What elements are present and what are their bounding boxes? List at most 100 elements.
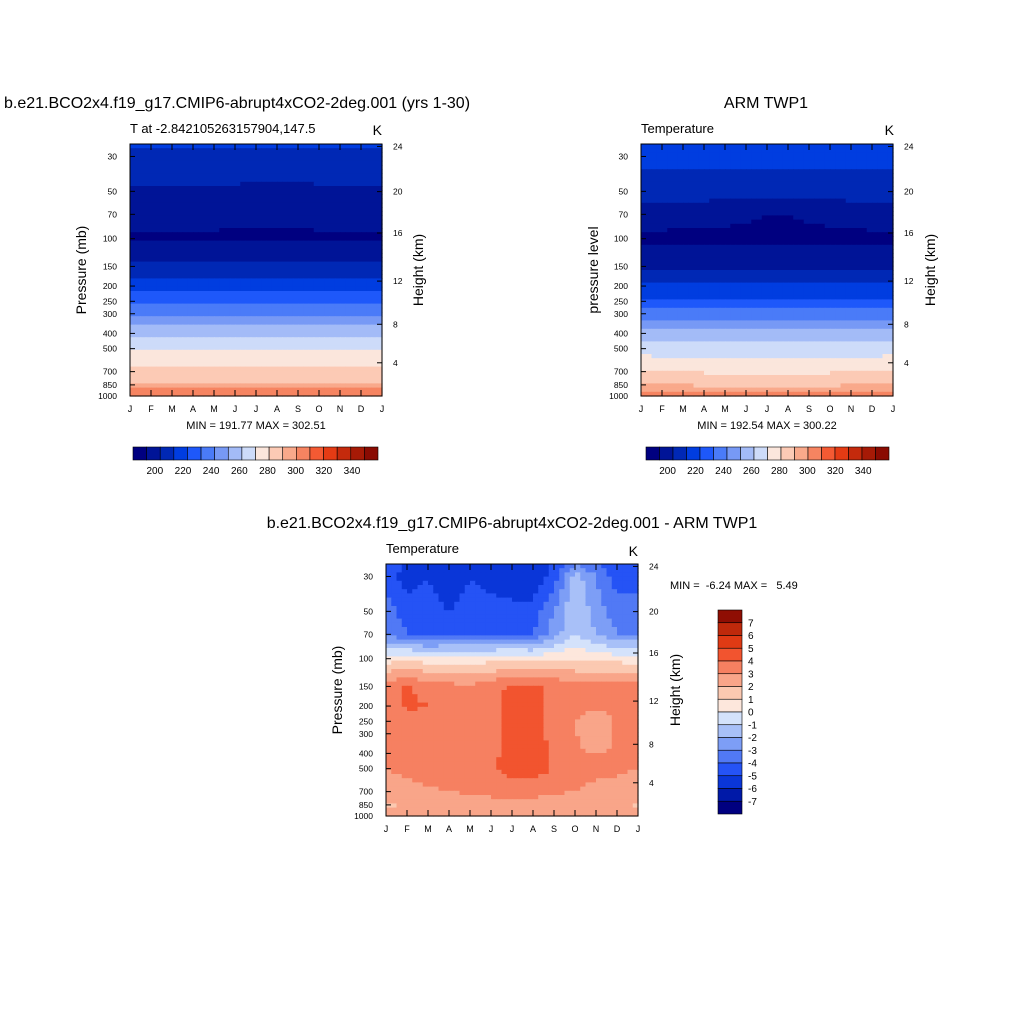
field-cell <box>820 207 826 212</box>
field-cell <box>235 371 241 376</box>
field-cell <box>730 316 736 321</box>
field-cell <box>741 203 747 208</box>
field-cell <box>277 358 283 363</box>
field-cell <box>725 173 731 178</box>
field-cell <box>783 266 789 271</box>
field-cell <box>330 325 336 330</box>
field-cell <box>135 354 141 359</box>
field-cell <box>673 295 679 300</box>
field-cell <box>198 165 204 170</box>
field-cell <box>251 194 257 199</box>
field-cell <box>867 186 873 191</box>
field-cell <box>715 299 721 304</box>
field-cell <box>188 287 194 292</box>
field-cell <box>652 287 658 292</box>
field-cell <box>772 316 778 321</box>
field-cell <box>209 341 215 346</box>
field-cell <box>793 228 799 233</box>
field-cell <box>762 262 768 267</box>
field-cell <box>793 316 799 321</box>
field-cell <box>361 148 367 153</box>
field-cell <box>340 266 346 271</box>
field-cell <box>340 241 346 246</box>
field-cell <box>783 199 789 204</box>
field-cell <box>141 325 147 330</box>
field-cell <box>167 375 173 380</box>
field-cell <box>256 333 262 338</box>
field-cell <box>662 245 668 250</box>
field-cell <box>694 182 700 187</box>
field-cell <box>872 186 878 191</box>
field-cell <box>319 354 325 359</box>
field-cell <box>309 316 315 321</box>
field-cell <box>293 274 299 279</box>
field-cell <box>335 220 341 225</box>
field-cell <box>183 358 189 363</box>
field-cell <box>277 308 283 313</box>
field-cell <box>256 169 262 174</box>
field-cell <box>272 207 278 212</box>
field-cell <box>835 165 841 170</box>
field-cell <box>730 178 736 183</box>
field-cell <box>835 194 841 199</box>
field-cell <box>699 262 705 267</box>
field-cell <box>804 278 810 283</box>
field-cell <box>820 165 826 170</box>
field-cell <box>778 274 784 279</box>
field-cell <box>641 215 647 220</box>
y-tick-label: 400 <box>103 328 117 338</box>
field-cell <box>209 295 215 300</box>
field-cell <box>230 283 236 288</box>
field-cell <box>162 190 168 195</box>
field-cell <box>741 186 747 191</box>
panel-model-contour-field <box>130 144 383 397</box>
field-cell <box>209 203 215 208</box>
field-cell <box>130 203 136 208</box>
field-cell <box>261 346 267 351</box>
field-cell <box>793 186 799 191</box>
field-cell <box>198 299 204 304</box>
field-cell <box>704 173 710 178</box>
field-cell <box>799 291 805 296</box>
field-cell <box>835 232 841 237</box>
field-cell <box>851 203 857 208</box>
field-cell <box>652 211 658 216</box>
field-cell <box>720 295 726 300</box>
field-cell <box>172 257 178 262</box>
field-cell <box>282 287 288 292</box>
field-cell <box>646 232 652 237</box>
field-cell <box>730 157 736 162</box>
field-cell <box>130 169 136 174</box>
field-cell <box>298 157 304 162</box>
field-cell <box>156 375 162 380</box>
field-cell <box>351 367 357 372</box>
field-cell <box>314 295 320 300</box>
field-cell <box>235 316 241 321</box>
field-cell <box>177 341 183 346</box>
field-cell <box>193 320 199 325</box>
field-cell <box>841 194 847 199</box>
field-cell <box>699 220 705 225</box>
field-cell <box>856 178 862 183</box>
field-cell <box>288 299 294 304</box>
field-cell <box>851 169 857 174</box>
field-cell <box>246 186 252 191</box>
field-cell <box>167 228 173 233</box>
field-cell <box>856 291 862 296</box>
field-cell <box>335 329 341 334</box>
colorbar-swatch <box>160 447 174 460</box>
field-cell <box>298 383 304 388</box>
field-cell <box>167 333 173 338</box>
field-cell <box>298 249 304 254</box>
field-cell <box>288 220 294 225</box>
field-cell <box>351 228 357 233</box>
field-cell <box>230 371 236 376</box>
field-cell <box>867 241 873 246</box>
field-cell <box>298 333 304 338</box>
field-cell <box>783 257 789 262</box>
field-cell <box>330 333 336 338</box>
field-cell <box>809 312 815 317</box>
field-cell <box>146 232 152 237</box>
field-cell <box>751 157 757 162</box>
x-tick-label: N <box>337 404 344 414</box>
